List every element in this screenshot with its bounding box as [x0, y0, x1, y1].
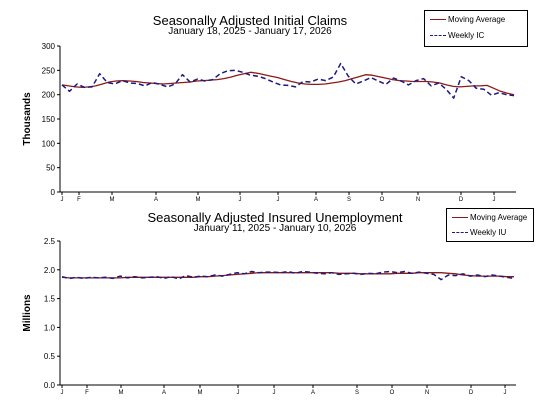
x-tick-label: J — [504, 390, 507, 396]
x-tick-label: S — [355, 390, 359, 396]
insured-unemployment-plot: 0.0 0.5 1.0 1.5 2.0 2.5 Millions J F M A M J J A S O N D J — [22, 237, 516, 396]
chart-legend: Moving Average Weekly IC — [424, 10, 528, 47]
x-tick-label: D — [459, 197, 464, 203]
legend-swatch-solid — [452, 217, 468, 218]
x-tick-label: N — [425, 390, 429, 396]
initial-claims-chart: Seasonally Adjusted Initial Claims Janua… — [0, 0, 560, 203]
y-tick-label: 0 — [51, 188, 56, 197]
x-tick-label: A — [311, 390, 315, 396]
x-tick-label: J — [273, 390, 276, 396]
x-tick-label: A — [162, 390, 166, 396]
y-tick-label: 0.5 — [44, 352, 56, 361]
y-tick-label: 300 — [42, 42, 56, 51]
chart-title: Seasonally Adjusted Initial Claims — [152, 13, 348, 28]
series-line-weekly-ic — [61, 62, 515, 99]
series-line-weekly-iu — [61, 270, 515, 281]
initial-claims-plot: 0 50 100 150 200 250 300 Thousands J F M A M J J A S O N D J — [22, 42, 516, 203]
y-tick-label: 1.5 — [44, 295, 56, 304]
x-tick-label: J — [277, 197, 280, 203]
x-tick-label: S — [347, 197, 351, 203]
y-tick-label: 100 — [42, 139, 56, 148]
insured-unemployment-chart: Seasonally Adjusted Insured Unemployment… — [0, 205, 560, 405]
y-tick-label: 2.0 — [44, 266, 56, 275]
legend-item-moving-average: Moving Average — [425, 15, 525, 25]
x-tick-label: J — [61, 197, 64, 203]
x-tick-label: J — [237, 390, 240, 396]
x-tick-label: J — [61, 390, 64, 396]
chart-subtitle: January 18, 2025 - January 17, 2026 — [168, 26, 332, 37]
x-tick-label: M — [110, 197, 115, 203]
series-line-moving-average — [61, 71, 515, 96]
y-tick-label: 150 — [42, 115, 56, 124]
x-tick-label: M — [198, 390, 203, 396]
y-tick-label: 50 — [46, 164, 55, 173]
y-tick-label: 250 — [42, 66, 56, 75]
x-tick-label: F — [77, 197, 81, 203]
x-tick-label: J — [239, 197, 242, 203]
x-tick-label: O — [390, 390, 395, 396]
y-tick-label: 2.5 — [44, 237, 56, 246]
x-tick-label: J — [493, 197, 496, 203]
chart-subtitle: January 11, 2025 - January 10, 2026 — [193, 223, 357, 234]
x-tick-label: M — [119, 390, 124, 396]
legend-label: Weekly IU — [470, 228, 507, 237]
chart-title: Seasonally Adjusted Insured Unemployment — [147, 210, 403, 225]
x-tick-label: F — [85, 390, 89, 396]
x-tick-label: D — [469, 390, 474, 396]
y-axis-label: Millions — [22, 294, 33, 332]
legend-swatch-dashed — [452, 232, 468, 233]
legend-swatch-solid — [430, 19, 446, 20]
x-tick-label: N — [416, 197, 420, 203]
x-tick-label: A — [154, 197, 158, 203]
x-tick-label: M — [196, 197, 201, 203]
x-tick-label: O — [380, 197, 385, 203]
chart-legend: Moving Average Weekly IU — [446, 208, 534, 242]
legend-label: Weekly IC — [448, 31, 485, 40]
legend-item-weekly-ic: Weekly IC — [425, 31, 525, 41]
legend-swatch-dashed — [430, 35, 446, 36]
legend-label: Moving Average — [448, 15, 506, 24]
legend-label: Moving Average — [470, 213, 528, 222]
y-axis-label: Thousands — [22, 92, 33, 146]
y-tick-label: 200 — [42, 91, 56, 100]
legend-item-weekly-iu: Weekly IU — [447, 228, 531, 238]
y-tick-label: 1.0 — [44, 323, 56, 332]
legend-item-moving-average: Moving Average — [447, 213, 531, 223]
y-tick-label: 0.0 — [44, 381, 56, 390]
x-tick-label: A — [314, 197, 318, 203]
